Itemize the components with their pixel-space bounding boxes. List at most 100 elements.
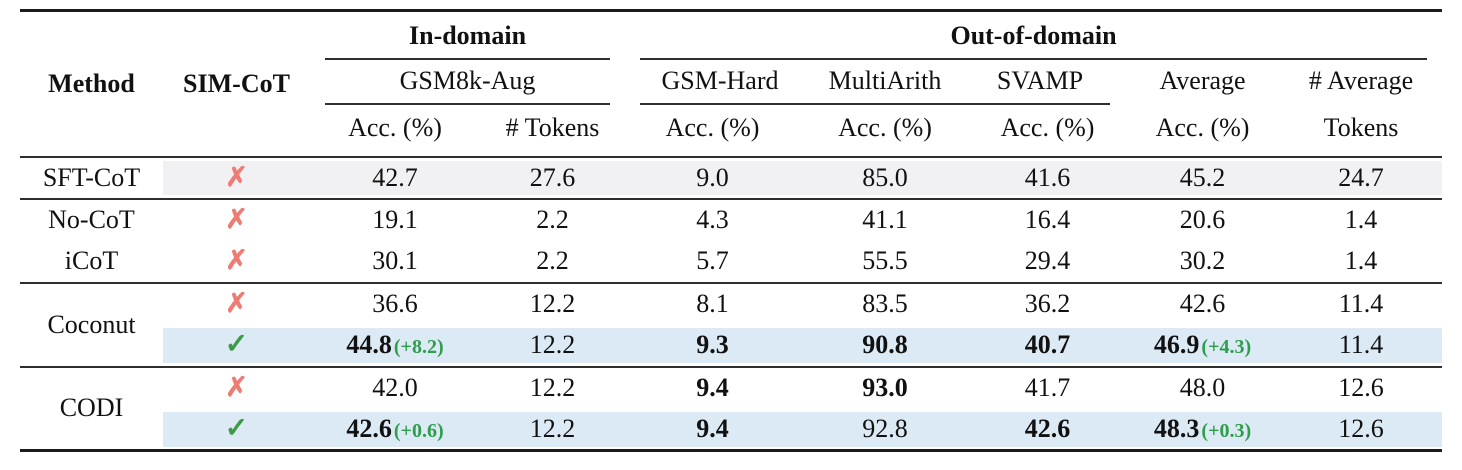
value-gsm8k-acc: 30.1 [310,240,480,284]
dataset-header-num-average: # Average [1280,60,1442,105]
group-header-out-of-domain: Out-of-domain [625,11,1442,60]
value-svamp-acc: 41.7 [1024,373,1071,402]
value-average-tokens: 24.7 [1280,156,1443,200]
dataset-header-svamp-label: SVAMP [970,66,1111,105]
value-gsm8k-tokens: 12.2 [480,409,626,451]
value-gsm8k-acc: 19.1 [372,205,418,234]
value-text: 46.9 [1153,330,1200,359]
table-row-codi-sim-cot: ✓ 42.6 (+0.6) 12.2 9.4 92.8 42.6 48.3 (+0.… [20,409,1443,451]
dataset-header-average: Average [1125,60,1280,105]
check-icon: ✓ [224,412,249,444]
method-label-codi: CODI [20,366,163,451]
sim-cot-mark-cell: ✓ [163,409,310,451]
method-label-icot: iCoT [20,240,163,284]
method-label-no-cot: No-CoT [20,198,163,241]
value-text: 42.6 [346,413,392,443]
value-svamp-acc: 40.7 [970,324,1126,368]
metric-header-acc-svamp: Acc. (%) [970,104,1126,158]
table-row-coconut-base: Coconut ✗ 36.6 12.2 8.1 83.5 36.2 42.6 1… [20,282,1442,368]
table-row-sft-cot: SFT-CoT ✗ 42.7 27.6 9.0 85.0 41.6 45.2 2… [20,156,1443,200]
table-header: Method SIM-CoT In-domain Out-of-domain G… [20,10,1443,158]
sim-cot-mark-cell: ✗ [163,367,310,409]
dataset-header-num-average-label: # Average [1308,65,1414,95]
table-row-no-cot: No-CoT ✗ 19.1 2.2 4.3 41.1 16.4 20.6 1.4 [20,198,1442,241]
group-header-in-domain-label: In-domain [325,21,611,60]
value-average-tokens: 12.6 [1338,373,1384,402]
value-multiarith-acc: 90.8 [800,324,971,368]
cross-icon: ✗ [225,288,248,318]
value-text: 48.3 [1153,413,1200,443]
value-gsm8k-tokens: 12.2 [529,289,576,318]
group-header-out-of-domain-label: Out-of-domain [640,21,1428,60]
value-average-acc: 20.6 [1179,205,1226,234]
value-gsm8k-acc: 42.7 [310,156,480,200]
method-label-coconut: Coconut [20,282,163,368]
value-gsm8k-tokens: 2.2 [480,240,626,284]
cross-icon: ✗ [225,245,248,275]
value-average-acc: 48.0 [1179,373,1226,402]
delta-badge: (+4.3) [1201,336,1252,358]
cross-icon: ✗ [225,372,248,402]
header-row-datasets: GSM8k-Aug GSM-Hard MultiArith SVAMP Aver… [20,60,1442,105]
value-svamp-acc: 29.4 [970,240,1126,284]
value-svamp-acc: 41.6 [970,156,1126,200]
table-row-codi-base: CODI ✗ 42.0 12.2 9.4 93.0 41.7 48.0 12.6 [20,366,1442,451]
dataset-header-gsm8k-aug: GSM8k-Aug [310,60,625,105]
value-gsm-hard-acc: 4.3 [696,205,729,234]
dataset-header-average-label: Average [1159,65,1246,95]
value-average-tokens: 11.4 [1338,289,1384,318]
value-gsm-hard-acc: 9.0 [625,156,801,200]
dataset-header-svamp: SVAMP [970,60,1125,105]
dataset-header-multiarith-label: MultiArith [800,66,971,105]
value-gsm8k-acc: 36.6 [372,289,418,318]
sim-cot-mark-cell: ✗ [163,283,310,325]
sim-cot-mark-cell: ✗ [163,156,310,200]
value-gsm8k-tokens: 2.2 [536,205,569,234]
group-header-in-domain: In-domain [310,11,625,60]
sim-cot-mark-cell: ✗ [163,199,310,241]
value-average-tokens: 1.4 [1280,240,1443,284]
value-average-tokens: 11.4 [1280,324,1443,368]
value-multiarith-acc: 92.8 [800,409,971,451]
value-svamp-acc: 36.2 [1024,289,1071,318]
value-average-acc: 48.3 (+0.3) [1125,409,1281,451]
value-gsm-hard-acc: 9.3 [625,324,801,368]
value-gsm8k-tokens: 12.2 [480,324,626,368]
value-average-acc: 45.2 [1125,156,1281,200]
value-text: 44.8 [346,330,392,359]
value-gsm8k-acc: 44.8 (+8.2) [310,324,480,368]
delta-badge: (+8.2) [393,336,444,358]
value-gsm-hard-acc: 9.4 [625,409,801,451]
metric-header-tokens-average: Tokens [1280,104,1443,158]
value-average-acc: 30.2 [1125,240,1281,284]
results-table: Method SIM-CoT In-domain Out-of-domain G… [20,9,1443,452]
value-gsm8k-tokens: 12.2 [529,373,576,402]
value-average-acc: 42.6 [1179,289,1226,318]
cross-icon: ✗ [225,161,248,192]
check-icon: ✓ [224,329,249,360]
metric-header-acc-average: Acc. (%) [1125,104,1281,158]
delta-badge: (+0.6) [393,419,444,442]
value-gsm-hard-acc: 9.4 [696,373,729,402]
value-gsm8k-tokens: 27.6 [480,156,626,200]
header-row-groups: Method SIM-CoT In-domain Out-of-domain [20,10,1442,158]
dataset-header-gsm-hard: GSM-Hard [625,60,801,105]
value-multiarith-acc: 55.5 [800,240,971,284]
col-header-method: Method [20,10,163,158]
sim-cot-mark-cell: ✗ [163,240,310,284]
cross-icon: ✗ [225,204,248,234]
value-gsm-hard-acc: 8.1 [696,289,729,318]
table-body: SFT-CoT ✗ 42.7 27.6 9.0 85.0 41.6 45.2 2… [20,156,1443,451]
value-multiarith-acc: 41.1 [862,205,908,234]
metric-header-acc-gsm8k: Acc. (%) [310,104,480,158]
delta-badge: (+0.3) [1201,419,1252,442]
table-row-coconut-sim-cot: ✓ 44.8 (+8.2) 12.2 9.3 90.8 40.7 46.9 (+4.… [20,324,1443,368]
col-header-sim-cot: SIM-CoT [163,10,310,158]
value-svamp-acc: 16.4 [1024,205,1071,234]
sim-cot-mark-cell: ✓ [163,324,310,368]
value-average-tokens: 12.6 [1280,409,1443,451]
method-label-sft-cot: SFT-CoT [20,156,163,200]
value-multiarith-acc: 85.0 [800,156,971,200]
header-row-metrics: Acc. (%) # Tokens Acc. (%) Acc. (%) Acc.… [20,104,1443,158]
